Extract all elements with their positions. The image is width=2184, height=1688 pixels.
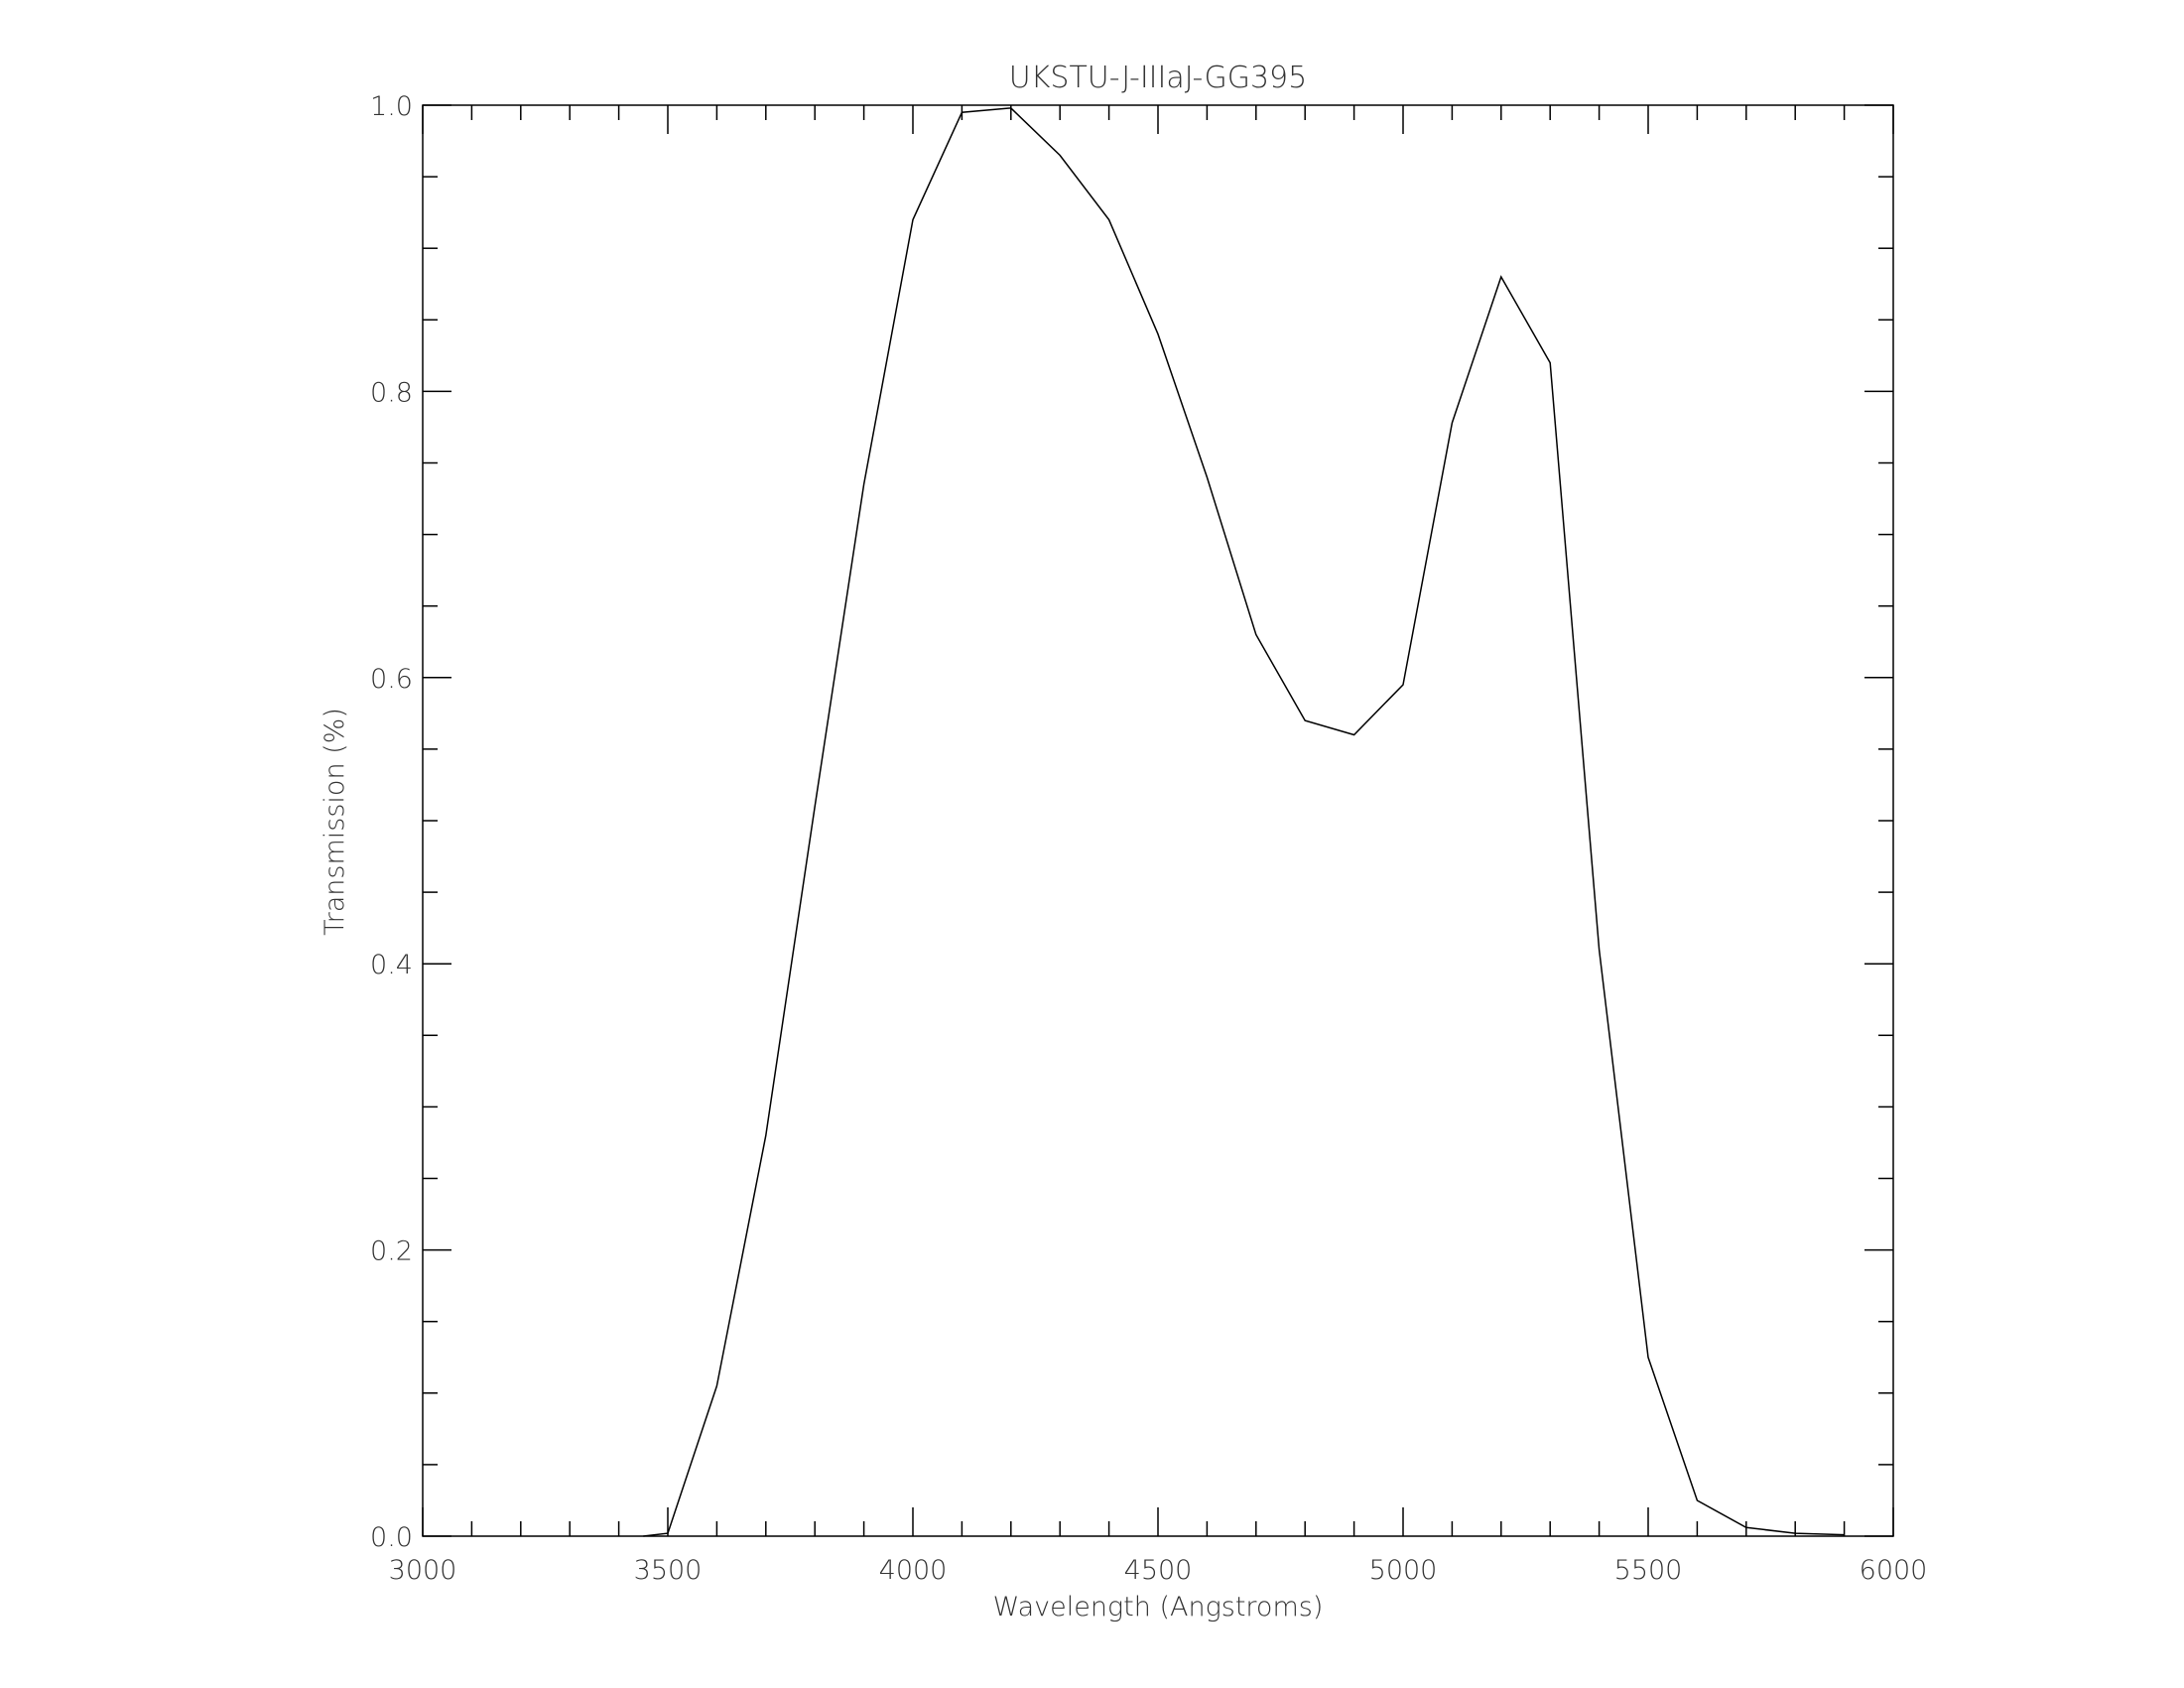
- x-axis-label: Wavelength (Angstroms): [993, 1592, 1324, 1623]
- x-tick-label: 3000: [389, 1555, 457, 1586]
- plot-frame: [422, 104, 1894, 1537]
- series-line: [643, 107, 1845, 1537]
- y-tick-label: 0.2: [370, 1236, 413, 1267]
- y-tick-label: 0.8: [370, 377, 413, 408]
- chart-title: UKSTU-J-IIIaJ-GG395: [1009, 61, 1307, 95]
- y-tick-label: 0.4: [370, 950, 413, 980]
- y-axis-label: Transmission (%): [320, 708, 350, 936]
- x-tick-label: 5000: [1369, 1555, 1438, 1586]
- x-tick-label: 6000: [1860, 1555, 1928, 1586]
- x-tick-label: 3500: [634, 1555, 703, 1586]
- y-tick-label: 0.6: [370, 664, 413, 695]
- axis-ticks: [422, 104, 1894, 1537]
- y-tick-label: 1.0: [370, 91, 413, 122]
- tick-labels: 3000 3500 4000 4500 5000 5500 6000 0.0 0.2 0.4 0.6…: [370, 91, 1927, 1586]
- x-tick-label: 5500: [1614, 1555, 1683, 1586]
- x-tick-label: 4500: [1124, 1555, 1193, 1586]
- x-tick-label: 4000: [879, 1555, 948, 1586]
- y-tick-label: 0.0: [370, 1522, 413, 1553]
